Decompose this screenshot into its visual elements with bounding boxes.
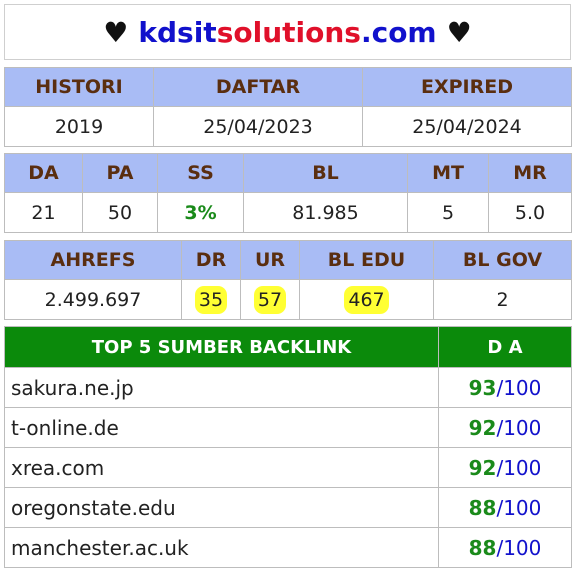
da-score: 88 xyxy=(468,495,497,520)
table-row: manchester.ac.uk 88/100 xyxy=(4,527,572,568)
value-ur: 57 xyxy=(253,285,287,314)
value-dr-cell: 35 xyxy=(181,279,241,320)
value-mt: 5 xyxy=(407,192,489,233)
backlink-table: TOP 5 SUMBER BACKLINK D A sakura.ne.jp 9… xyxy=(4,326,572,568)
backlink-domain: manchester.ac.uk xyxy=(4,527,439,568)
table-row: t-online.de 92/100 xyxy=(4,407,572,448)
value-ahrefs: 2.499.697 xyxy=(4,279,182,320)
table-row: oregonstate.edu 88/100 xyxy=(4,487,572,528)
domain-info-table: HISTORI DAFTAR EXPIRED 2019 25/04/2023 2… xyxy=(4,67,572,147)
header-bl-edu: BL EDU xyxy=(299,240,434,280)
metrics-header-row: DA PA SS BL MT MR xyxy=(4,153,572,193)
backlink-da: 92/100 xyxy=(438,447,572,488)
da-score: 92 xyxy=(468,455,497,480)
da-max: 100 xyxy=(503,375,542,400)
header-backlink-da: D A xyxy=(438,326,572,368)
site-title: ♥ kdsitsolutions.com ♥ xyxy=(4,4,571,60)
value-bl-edu-cell: 467 xyxy=(299,279,434,320)
backlink-da: 88/100 xyxy=(438,527,572,568)
header-bl: BL xyxy=(243,153,408,193)
header-ur: UR xyxy=(240,240,300,280)
value-pa: 50 xyxy=(82,192,158,233)
da-max: 100 xyxy=(503,415,542,440)
da-max: 100 xyxy=(503,455,542,480)
header-top-backlink: TOP 5 SUMBER BACKLINK xyxy=(4,326,439,368)
backlink-da: 88/100 xyxy=(438,487,572,528)
backlink-domain: sakura.ne.jp xyxy=(4,367,439,408)
da-score: 88 xyxy=(468,535,497,560)
backlink-header-row: TOP 5 SUMBER BACKLINK D A xyxy=(4,326,572,368)
site-name: kdsitsolutions.com xyxy=(138,16,436,49)
header-mt: MT xyxy=(407,153,489,193)
value-dr: 35 xyxy=(194,285,228,314)
value-bl: 81.985 xyxy=(243,192,408,233)
header-bl-gov: BL GOV xyxy=(433,240,572,280)
metrics-value-row: 21 50 3% 81.985 5 5.0 xyxy=(4,192,572,233)
site-name-part3: .com xyxy=(360,15,437,49)
header-expired: EXPIRED xyxy=(362,67,572,107)
value-da: 21 xyxy=(4,192,83,233)
backlink-domain: oregonstate.edu xyxy=(4,487,439,528)
backlink-domain: xrea.com xyxy=(4,447,439,488)
site-name-part1: kdsit xyxy=(138,15,217,49)
value-daftar: 25/04/2023 xyxy=(153,106,363,147)
backlink-da: 92/100 xyxy=(438,407,572,448)
ahrefs-value-row: 2.499.697 35 57 467 2 xyxy=(4,279,572,320)
da-max: 100 xyxy=(503,535,542,560)
ahrefs-table: AHREFS DR UR BL EDU BL GOV 2.499.697 35 … xyxy=(4,240,572,320)
header-dr: DR xyxy=(181,240,241,280)
backlink-domain: t-online.de xyxy=(4,407,439,448)
metrics-table: DA PA SS BL MT MR 21 50 3% 81.985 5 5.0 xyxy=(4,153,572,233)
header-pa: PA xyxy=(82,153,158,193)
header-histori: HISTORI xyxy=(4,67,154,107)
site-name-part2: solutions xyxy=(216,15,361,49)
header-da: DA xyxy=(4,153,83,193)
value-ss: 3% xyxy=(157,192,244,233)
info-value-row: 2019 25/04/2023 25/04/2024 xyxy=(4,106,572,147)
header-mr: MR xyxy=(488,153,572,193)
table-row: sakura.ne.jp 93/100 xyxy=(4,367,572,408)
header-daftar: DAFTAR xyxy=(153,67,363,107)
value-histori: 2019 xyxy=(4,106,154,147)
header-ss: SS xyxy=(157,153,244,193)
da-score: 93 xyxy=(468,375,497,400)
heart-left-icon: ♥ xyxy=(103,15,129,49)
header-ahrefs: AHREFS xyxy=(4,240,182,280)
da-max: 100 xyxy=(503,495,542,520)
backlink-da: 93/100 xyxy=(438,367,572,408)
ahrefs-header-row: AHREFS DR UR BL EDU BL GOV xyxy=(4,240,572,280)
value-mr: 5.0 xyxy=(488,192,572,233)
info-header-row: HISTORI DAFTAR EXPIRED xyxy=(4,67,572,107)
value-expired: 25/04/2024 xyxy=(362,106,572,147)
value-ur-cell: 57 xyxy=(240,279,300,320)
heart-right-icon: ♥ xyxy=(446,15,472,49)
da-score: 92 xyxy=(468,415,497,440)
table-row: xrea.com 92/100 xyxy=(4,447,572,488)
value-bl-edu: 467 xyxy=(344,285,389,314)
value-bl-gov: 2 xyxy=(433,279,572,320)
